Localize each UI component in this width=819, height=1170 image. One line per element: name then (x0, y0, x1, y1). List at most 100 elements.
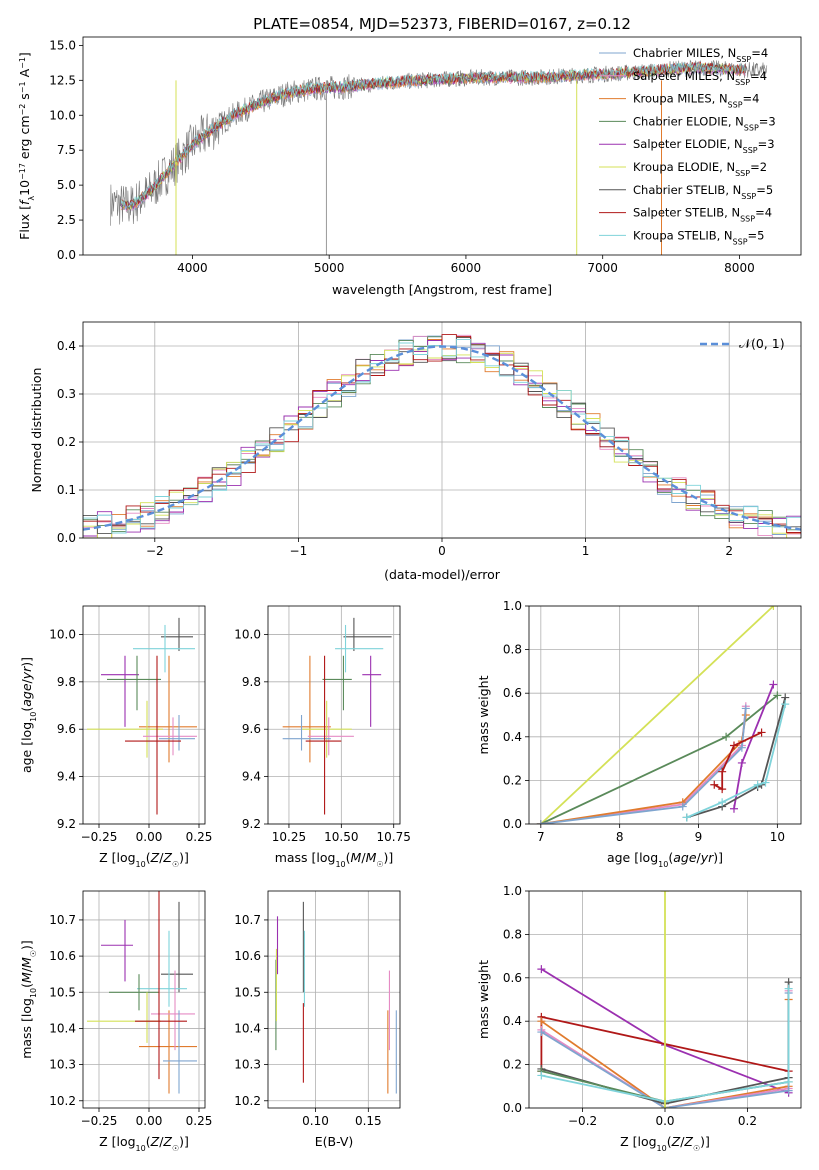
y-tick-label: 0.4 (503, 1014, 522, 1028)
x-axis-label: Z [log10(Z/Z☉)] (620, 1134, 710, 1153)
legend-label: Chabrier MILES, NSSP=4 (633, 46, 768, 64)
x-tick-label: 8 (616, 830, 624, 844)
legend-label: 𝒩(0, 1) (739, 336, 785, 351)
y-tick-label: 10.0 (234, 627, 261, 641)
y-tick-label: 10.0 (49, 108, 76, 122)
weight-marker (773, 691, 782, 700)
x-tick-label: −0.25 (81, 830, 118, 844)
y-tick-label: 0.6 (503, 971, 522, 985)
axes-frame (82, 890, 206, 1109)
y-tick-label: 0.4 (503, 730, 522, 744)
x-tick-label: 0.00 (136, 830, 163, 844)
y-tick-label: 10.6 (234, 949, 261, 963)
y-tick-label: 2.5 (57, 213, 76, 227)
x-axis-label: E(B-V) (315, 1134, 354, 1149)
weight-marker (710, 780, 719, 789)
x-tick-label: 10 (770, 830, 785, 844)
y-tick-label: 9.6 (242, 722, 261, 736)
weight-marker (537, 1071, 546, 1080)
y-tick-label: 9.2 (242, 817, 261, 831)
x-axis-label: (data-model)/error (384, 567, 501, 582)
y-tick-label: 9.8 (242, 675, 261, 689)
y-tick-label: 0.0 (503, 817, 522, 831)
x-axis-label: mass [log10(M/M☉)] (275, 850, 394, 869)
x-tick-label: 10.50 (324, 830, 358, 844)
axes-weight-vs-age: 7 8 9 10 0.0 0.2 0.4 0.6 0.8 1.0 age [log10(age/yr… (476, 599, 802, 869)
y-axis-label: mass [log10(M/M☉)] (19, 940, 38, 1059)
x-tick-label: 9 (695, 830, 703, 844)
y-tick-label: 9.2 (57, 817, 76, 831)
weight-marker (784, 1077, 793, 1086)
axes-frame (267, 890, 401, 1109)
y-tick-label: 9.4 (57, 770, 76, 784)
y-tick-label: 10.4 (234, 1021, 261, 1035)
x-axis-label: Z [log10(Z/Z☉)] (99, 850, 189, 869)
y-tick-label: 10.6 (49, 949, 76, 963)
plot-area-residuals (83, 334, 801, 538)
legend-label: Kroupa MILES, NSSP=4 (633, 92, 759, 110)
y-tick-label: 10.3 (49, 1058, 76, 1072)
plot-area-weight-vs-age (536, 606, 790, 824)
x-tick-label: 5000 (314, 261, 345, 275)
x-tick-label: 0.15 (355, 1114, 382, 1128)
legend-label: Kroupa STELIB, NSSP=5 (633, 228, 764, 246)
x-tick-label: 0.25 (186, 1114, 213, 1128)
x-tick-label: 0.10 (302, 1114, 329, 1128)
y-tick-label: 7.5 (57, 143, 76, 157)
axes-frame (82, 36, 802, 256)
plot-area-mass-vs-Z (87, 891, 197, 1094)
plot-area-age-vs-Z (87, 617, 197, 815)
x-tick-label: −2 (146, 544, 164, 558)
y-tick-label: 9.6 (57, 722, 76, 736)
x-axis-label: Z [log10(Z/Z☉)] (99, 1134, 189, 1153)
x-tick-label: 7000 (587, 261, 618, 275)
model-spectrum (120, 62, 747, 209)
weight-line (541, 988, 790, 1103)
y-tick-label: 0.1 (57, 483, 76, 497)
weight-marker (729, 804, 738, 813)
legend-label: Salpeter STELIB, NSSP=4 (633, 206, 772, 224)
axes-frame (82, 605, 206, 825)
x-tick-label: 6000 (451, 261, 482, 275)
axes-mass-vs-ebv: 0.10 0.15 10.2 10.3 10.4 10.5 10.6 10.7 E(B-V) (234, 890, 401, 1149)
y-tick-label: 0.2 (57, 435, 76, 449)
y-tick-label: 0.6 (503, 686, 522, 700)
weight-marker (718, 767, 727, 776)
y-tick-label: 10.2 (49, 1094, 76, 1108)
y-tick-label: 9.4 (242, 770, 261, 784)
y-tick-label: 1.0 (503, 884, 522, 898)
x-tick-label: −0.2 (568, 1114, 597, 1128)
residual-histogram (83, 334, 801, 538)
y-tick-label: 0.0 (503, 1101, 522, 1115)
x-tick-label: 0.00 (136, 1114, 163, 1128)
legend-label: Chabrier ELODIE, NSSP=3 (633, 114, 776, 131)
weight-marker (769, 680, 778, 689)
x-tick-label: −0.25 (81, 1114, 118, 1128)
weight-marker (718, 798, 727, 807)
y-tick-label: 10.7 (49, 913, 76, 927)
y-tick-label: 5.0 (57, 178, 76, 192)
x-axis-label: wavelength [Angstrom, rest frame] (332, 282, 552, 297)
x-tick-label: 2 (725, 544, 733, 558)
y-tick-label: 0.2 (503, 1058, 522, 1072)
x-tick-label: 0 (438, 544, 446, 558)
y-tick-label: 0.0 (57, 248, 76, 262)
weight-marker (753, 780, 762, 789)
weight-marker (781, 700, 790, 709)
y-tick-label: 10.3 (234, 1058, 261, 1072)
plot-area-mass-vs-ebv (275, 901, 397, 1094)
weight-marker (537, 965, 546, 974)
weight-marker (757, 728, 766, 737)
axes-frame (528, 605, 802, 825)
x-tick-label: 4000 (177, 261, 208, 275)
legend-label: Chabrier STELIB, NSSP=5 (633, 183, 773, 201)
gaussian-curve (83, 345, 801, 531)
y-axis-label: mass weight (476, 675, 491, 754)
axes-age-vs-Z: −0.25 0.00 0.25 9.2 9.4 9.6 9.8 10.0 Z [log10(Z/… (19, 605, 212, 869)
weight-line (540, 708, 747, 824)
y-tick-label: 0.3 (57, 387, 76, 401)
y-tick-label: 0.0 (57, 531, 76, 545)
x-tick-label: 0.0 (655, 1114, 674, 1128)
x-tick-label: 10.25 (272, 830, 306, 844)
